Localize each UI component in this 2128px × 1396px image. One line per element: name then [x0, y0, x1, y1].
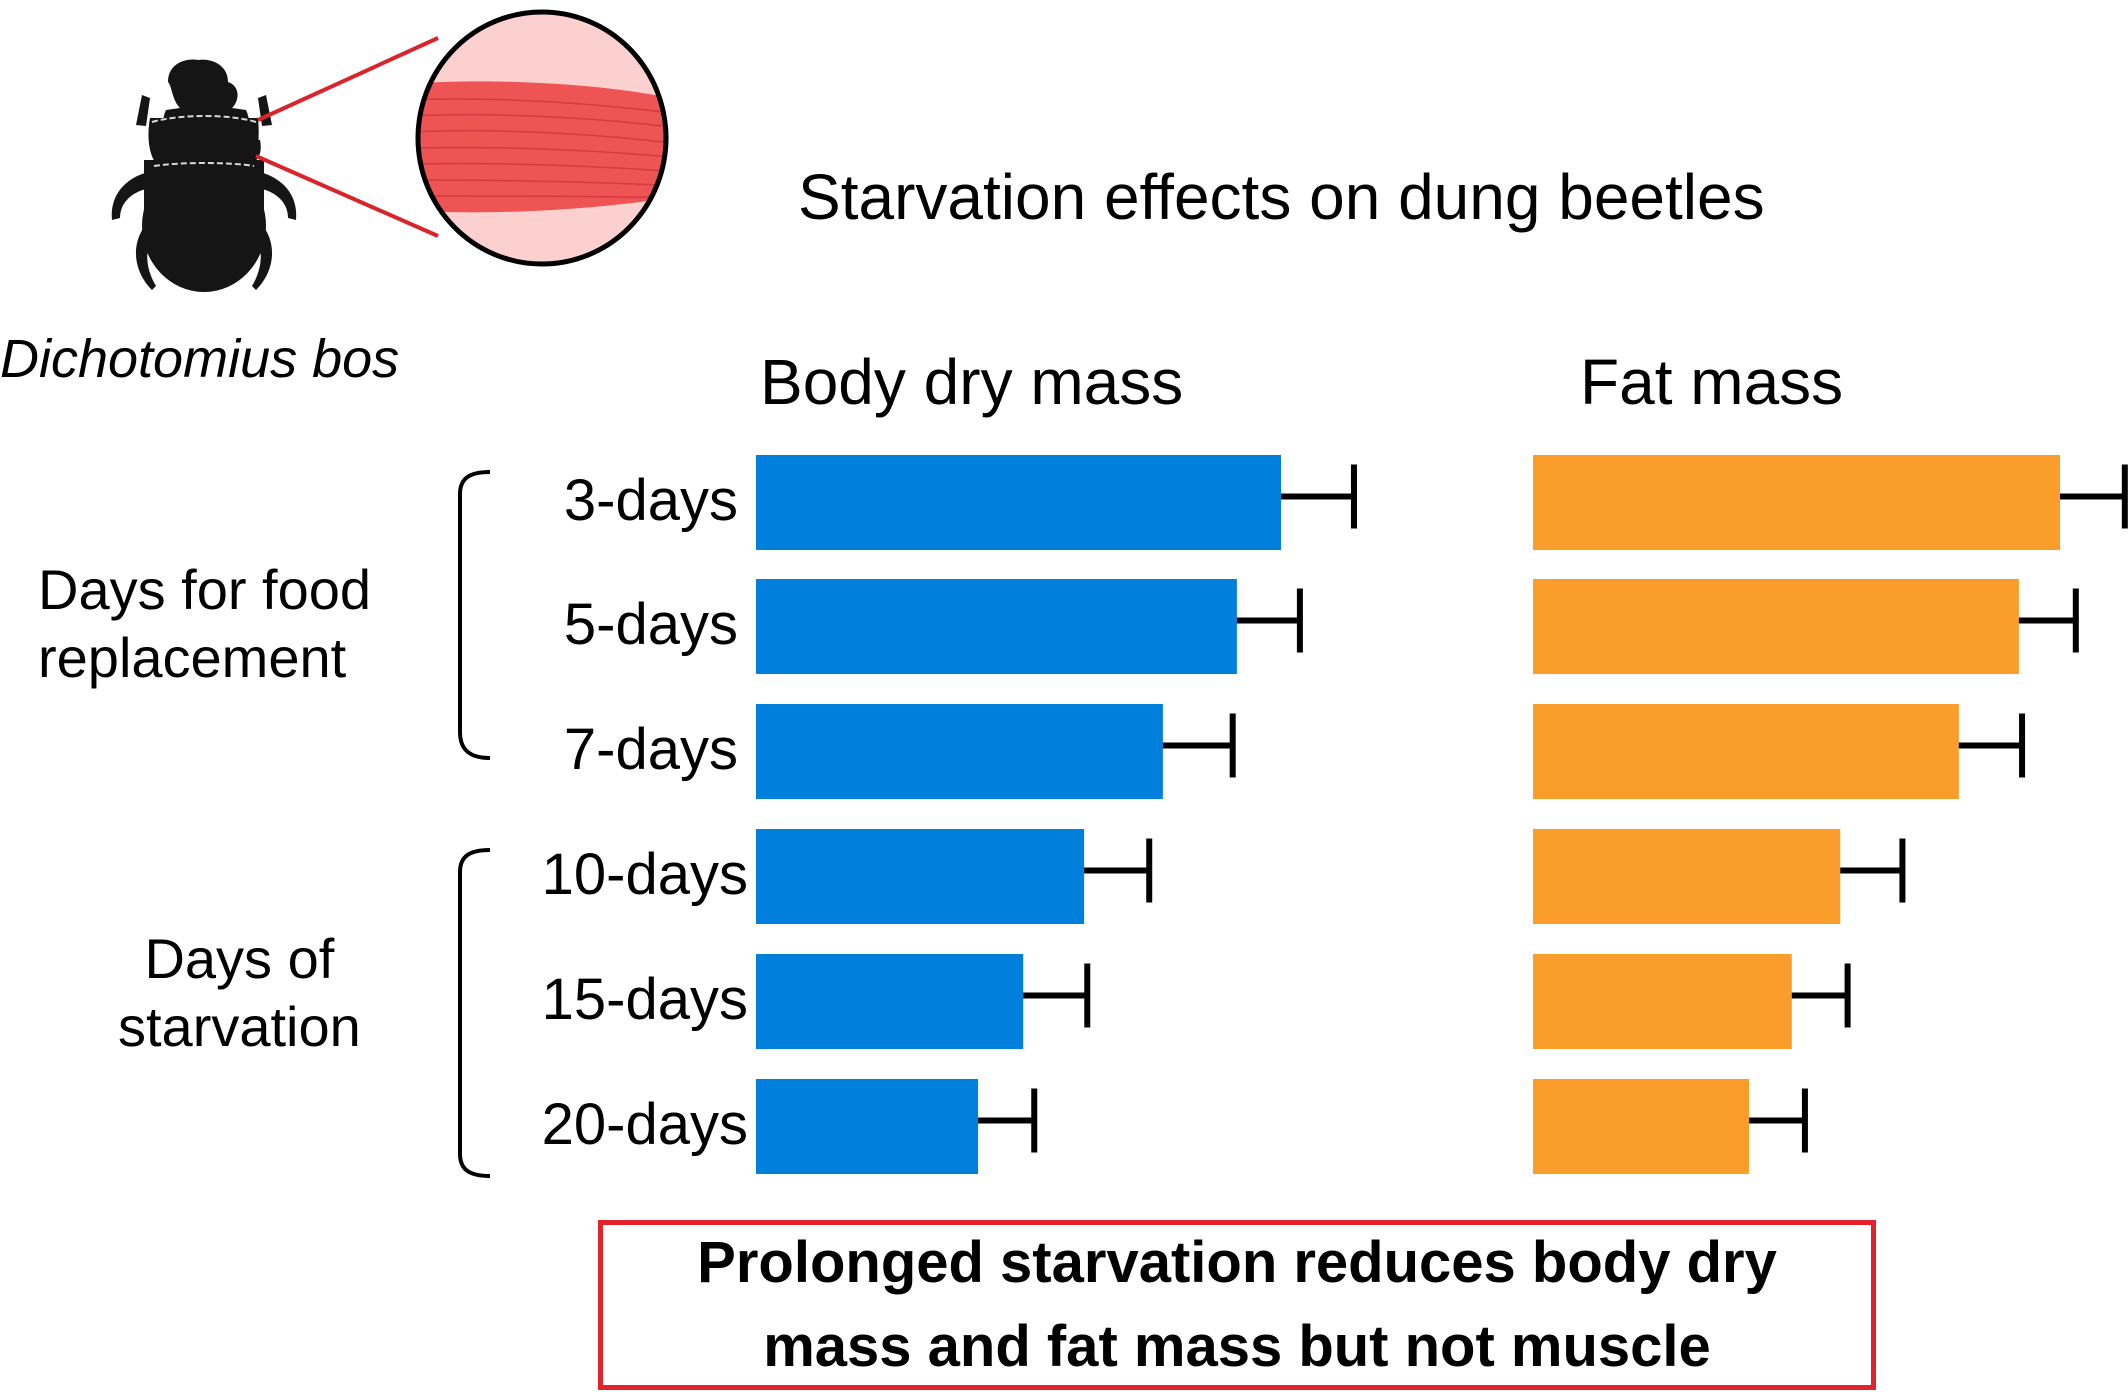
- conclusion-line: mass and fat mass but not muscle: [763, 1314, 1711, 1379]
- row-label-10-days: 10-days: [541, 842, 748, 907]
- body-dry-mass-bar-7-days: [756, 704, 1163, 799]
- fat-mass-error-bar-15-days: [1791, 963, 1851, 1028]
- body-dry-mass-error-bar-15-days: [1023, 963, 1091, 1028]
- row-label-5-days: 5-days: [563, 592, 738, 657]
- fat-mass-error-bar-5-days: [2018, 588, 2079, 653]
- bracket-starvation: [458, 848, 491, 1178]
- beetle-icon: [111, 59, 297, 292]
- body-dry-mass-bar-15-days: [756, 954, 1024, 1049]
- beetle-illustration: [111, 9, 669, 292]
- body-dry-mass-error-bar-3-days: [1281, 464, 1357, 529]
- fat-mass-bar-10-days: [1533, 829, 1841, 924]
- row-label-20-days: 20-days: [541, 1092, 748, 1157]
- fat-mass-bar-15-days: [1533, 954, 1792, 1049]
- row-label-15-days: 15-days: [541, 967, 748, 1032]
- species-name: Dichotomius bos: [0, 329, 400, 389]
- fat-mass-error-bar-7-days: [1958, 713, 2026, 778]
- body-dry-mass-error-bar-5-days: [1236, 588, 1303, 653]
- bracket-food-replacement: [458, 470, 491, 760]
- group-brackets: [458, 470, 491, 1178]
- fat-mass-error-bar-20-days: [1749, 1088, 1808, 1153]
- fat-mass-title: Fat mass: [1580, 346, 1844, 418]
- group-label-line: starvation: [118, 995, 361, 1058]
- conclusion-box: Prolonged starvation reduces body dry ma…: [598, 1220, 1876, 1390]
- fat-mass-bar-3-days: [1533, 455, 2060, 550]
- body-dry-mass-error-bar-7-days: [1162, 713, 1236, 778]
- group-label-line: replacement: [38, 626, 347, 689]
- callout-line-bottom: [255, 154, 439, 238]
- body-dry-mass-bar-10-days: [756, 829, 1085, 924]
- body-dry-mass-bar-5-days: [756, 579, 1237, 674]
- body-dry-mass-error-bar-20-days: [978, 1088, 1038, 1153]
- fat-mass-bar-20-days: [1533, 1079, 1750, 1174]
- fat-mass-bar-5-days: [1533, 579, 2019, 674]
- fat-mass-error-bar-10-days: [1840, 838, 1906, 903]
- conclusion-line: Prolonged starvation reduces body dry: [697, 1230, 1777, 1295]
- group-label-food-replacement: Days for food replacement: [38, 556, 371, 692]
- group-label-line: Days of: [144, 927, 335, 990]
- body-dry-mass-error-bar-10-days: [1084, 838, 1153, 903]
- muscle-closeup-icon: [415, 9, 669, 267]
- figure-title: Starvation effects on dung beetles: [798, 161, 1765, 233]
- body-dry-mass-bar-3-days: [756, 455, 1281, 550]
- body-dry-mass-title: Body dry mass: [760, 346, 1184, 418]
- group-label-line: Days for food: [38, 558, 372, 621]
- group-label-starvation: Days of starvation: [118, 925, 361, 1061]
- body-dry-mass-bar-20-days: [756, 1079, 979, 1174]
- row-label-3-days: 3-days: [563, 468, 738, 533]
- fat-mass-error-bar-3-days: [2060, 464, 2128, 529]
- fat-mass-bar-7-days: [1533, 704, 1959, 799]
- callout-line-top: [257, 36, 439, 122]
- row-label-7-days: 7-days: [563, 717, 738, 782]
